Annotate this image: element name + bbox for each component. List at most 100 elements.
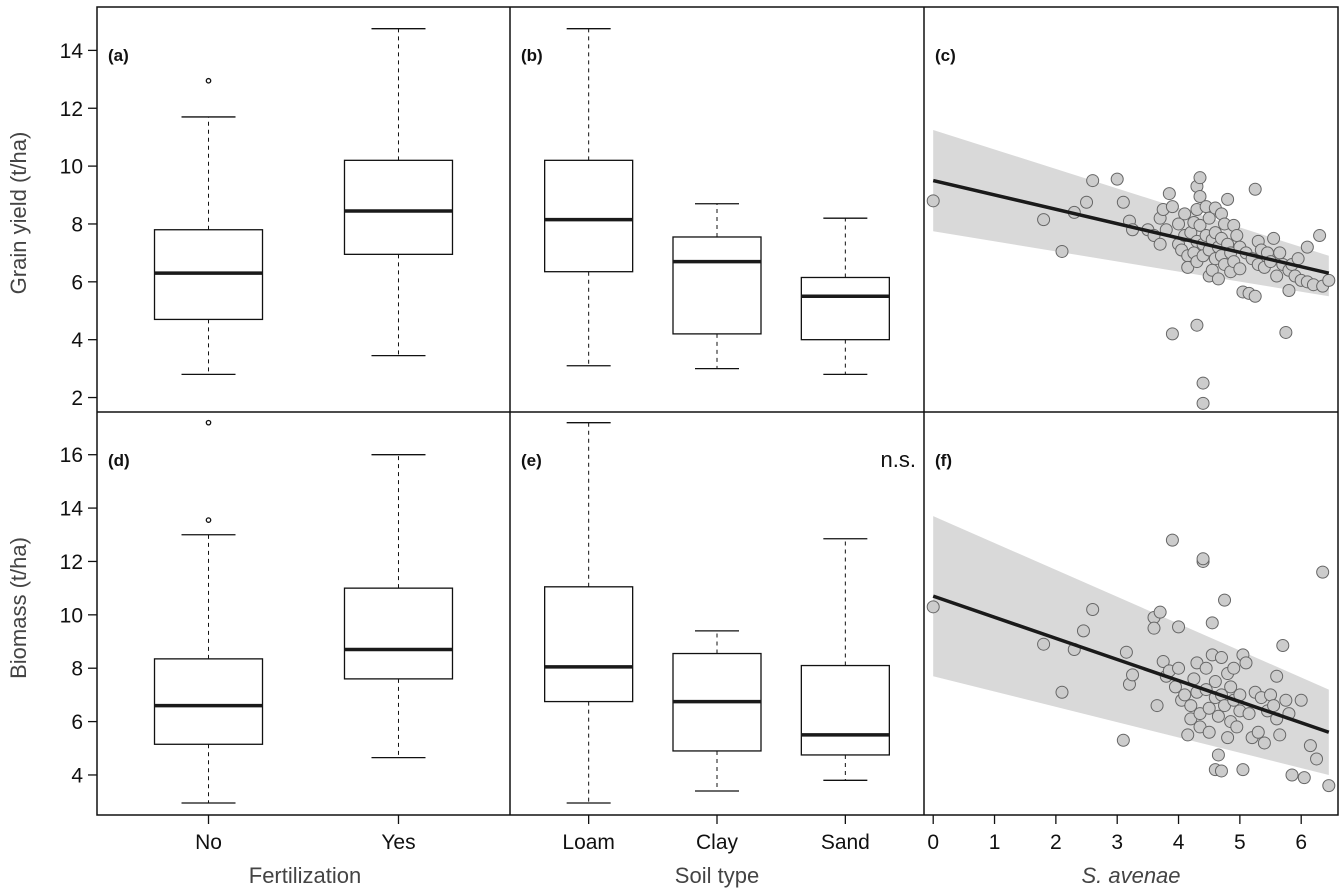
data-point xyxy=(1086,602,1100,616)
box-body xyxy=(153,658,264,745)
data-point xyxy=(1153,605,1167,619)
data-point xyxy=(926,194,940,208)
data-point xyxy=(1282,284,1296,297)
y-tick-label: 12 xyxy=(60,98,83,121)
data-point xyxy=(1055,244,1069,258)
box-no xyxy=(153,419,264,804)
data-point xyxy=(1224,680,1238,694)
column-label-s-avenae: S. avenae xyxy=(1081,863,1180,888)
data-point xyxy=(1214,651,1228,665)
panel-label: (d) xyxy=(108,451,130,470)
panel-e: (e) n.s. Loam Clay Sand xyxy=(521,422,916,854)
data-point xyxy=(1181,260,1195,274)
data-point xyxy=(1279,693,1293,707)
data-point xyxy=(1248,182,1262,196)
box-body xyxy=(800,664,890,756)
y-tick-label: 8 xyxy=(71,658,83,681)
data-point xyxy=(1313,229,1327,243)
data-point xyxy=(1291,252,1305,266)
data-point xyxy=(1147,621,1161,635)
data-point xyxy=(1172,620,1186,634)
data-point xyxy=(1080,195,1094,209)
box-body xyxy=(544,159,634,273)
data-point xyxy=(1202,211,1216,225)
data-point xyxy=(1236,763,1250,777)
data-point xyxy=(1165,533,1179,547)
panel-label: (f) xyxy=(935,451,952,470)
data-point xyxy=(1285,768,1299,782)
data-point xyxy=(1193,171,1207,185)
data-point xyxy=(1267,231,1281,245)
data-point xyxy=(1227,661,1241,675)
panel-a: (a) 2 4 6 8 10 12 14 xyxy=(60,28,454,410)
data-point xyxy=(1196,552,1210,566)
data-point xyxy=(1297,771,1311,785)
frame-layer xyxy=(96,6,1339,816)
x-tick-label: Clay xyxy=(696,831,739,854)
data-point xyxy=(1221,192,1235,206)
data-point xyxy=(1156,655,1170,669)
y-tick-label: 2 xyxy=(71,387,83,410)
panel-b: (b) xyxy=(521,28,890,376)
data-point xyxy=(1165,327,1179,341)
x-tick-label: No xyxy=(195,831,222,854)
data-point xyxy=(1276,639,1290,653)
data-point xyxy=(1221,731,1235,745)
box-sand xyxy=(800,217,890,376)
data-point xyxy=(1202,725,1216,739)
scatter-points xyxy=(926,171,1336,410)
panel-f: (f) 0 1 2 3 4 5 6 xyxy=(926,451,1336,854)
outlier-point xyxy=(205,77,212,84)
outlier-point xyxy=(205,419,212,426)
data-point xyxy=(1322,273,1336,287)
data-point xyxy=(1153,237,1167,251)
data-point xyxy=(1196,376,1210,390)
data-point xyxy=(1178,207,1192,221)
data-point xyxy=(1086,174,1100,188)
data-point xyxy=(1316,565,1330,579)
y-tick-label: 14 xyxy=(60,40,84,63)
box-body xyxy=(343,159,454,255)
data-point xyxy=(1193,189,1207,203)
x-tick-label: 4 xyxy=(1173,831,1185,854)
data-point xyxy=(1211,709,1225,723)
data-point xyxy=(1162,187,1176,201)
panel-c: (c) xyxy=(926,46,1336,410)
box-sand xyxy=(800,538,890,781)
x-tick-label: Loam xyxy=(562,831,615,854)
data-point xyxy=(1248,289,1262,303)
box-body xyxy=(544,586,634,703)
data-point xyxy=(1076,624,1090,638)
box-body xyxy=(672,236,762,335)
data-point xyxy=(1239,656,1253,670)
scatter-points xyxy=(926,533,1336,793)
panel-label: (c) xyxy=(935,46,956,65)
y-tick-label: 6 xyxy=(71,711,83,734)
x-tick-label: 0 xyxy=(927,831,939,854)
data-point xyxy=(1310,752,1324,766)
data-point xyxy=(1230,229,1244,243)
x-tick-label: 2 xyxy=(1050,831,1062,854)
plot-frame xyxy=(96,6,1339,816)
data-point xyxy=(1267,699,1281,713)
data-point xyxy=(1181,728,1195,742)
column-label-fertilization: Fertilization xyxy=(249,863,361,888)
data-point xyxy=(1273,246,1287,260)
data-point xyxy=(1264,688,1278,702)
data-point xyxy=(1214,764,1228,778)
data-point xyxy=(1322,779,1336,793)
data-point xyxy=(1196,396,1210,410)
panel-label: (e) xyxy=(521,451,542,470)
column-label-soil-type: Soil type xyxy=(675,863,759,888)
data-point xyxy=(1279,325,1293,339)
data-point xyxy=(1202,701,1216,715)
data-point xyxy=(1205,616,1219,630)
data-point xyxy=(1119,645,1133,659)
box-yes xyxy=(343,454,454,759)
box-loam xyxy=(544,422,634,804)
outlier-point xyxy=(205,517,212,523)
data-point xyxy=(1116,733,1130,747)
box-body xyxy=(343,587,454,680)
data-point xyxy=(1251,725,1265,739)
